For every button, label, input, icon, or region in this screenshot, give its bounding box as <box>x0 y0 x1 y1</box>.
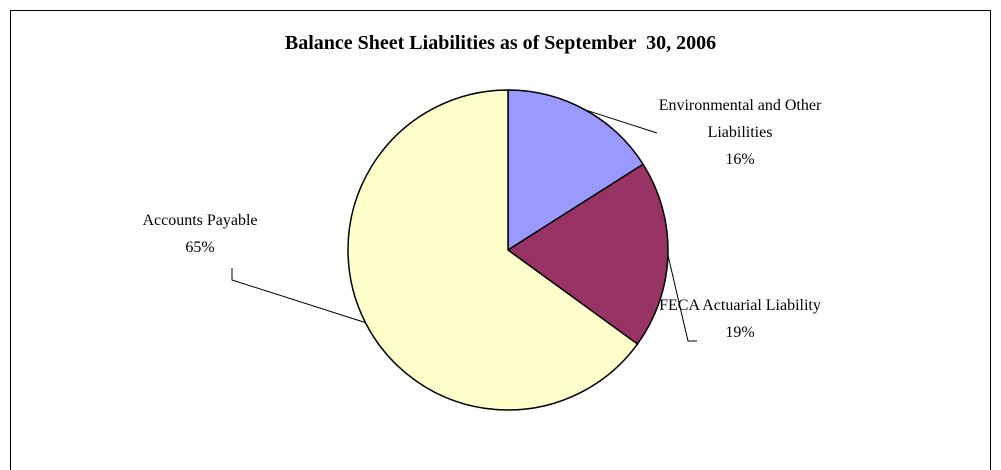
slice-label: Accounts Payable 65% <box>120 207 280 261</box>
slice-name: Environmental and Other Liabilities <box>658 97 822 141</box>
slice-percent: 65% <box>185 239 215 256</box>
pie-slice <box>507 89 645 252</box>
slice-name: Accounts Payable <box>142 212 258 229</box>
slice-label: Environmental and Other Liabilities 16% <box>640 92 840 173</box>
chart-frame <box>10 10 991 470</box>
leader-line <box>584 109 658 134</box>
pie-slice <box>506 163 669 346</box>
slice-name: FECA Actuarial Liability <box>659 297 821 314</box>
slice-label: FECA Actuarial Liability 19% <box>650 292 830 346</box>
slice-percent: 16% <box>725 151 755 168</box>
chart-title: Balance Sheet Liabilities as of Septembe… <box>284 32 717 54</box>
leader-line <box>231 268 366 324</box>
slice-percent: 19% <box>725 324 755 341</box>
leader-line <box>667 254 697 342</box>
pie-slice <box>347 89 639 411</box>
